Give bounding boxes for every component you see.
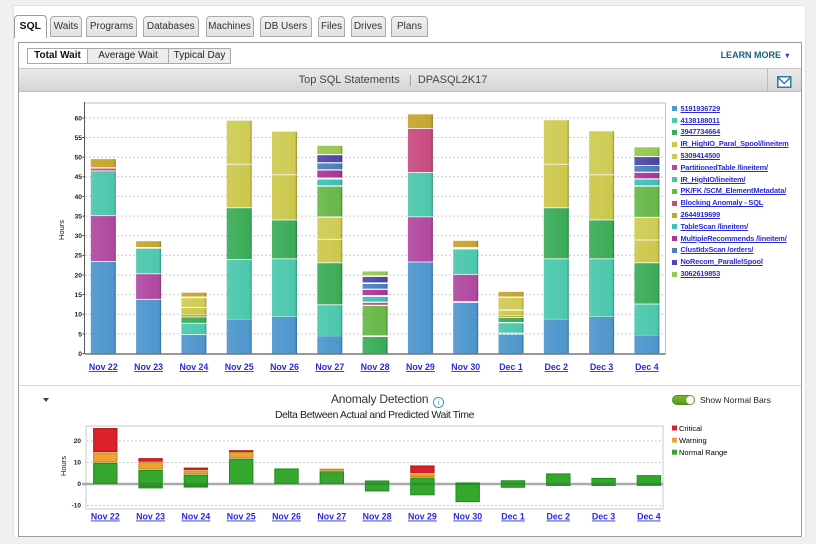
svg-text:-10: -10 (72, 503, 82, 510)
svg-text:Nov 28: Nov 28 (363, 512, 392, 522)
svg-text:60: 60 (74, 115, 82, 122)
svg-text:Nov 28: Nov 28 (361, 362, 390, 372)
svg-text:Normal Range: Normal Range (679, 448, 727, 457)
svg-text:0: 0 (77, 481, 81, 488)
svg-text:5: 5 (78, 331, 82, 338)
svg-text:25: 25 (74, 253, 82, 260)
svg-text:Nov 29: Nov 29 (408, 512, 437, 522)
svg-text:Nov 23: Nov 23 (134, 362, 163, 372)
svg-text:20: 20 (74, 438, 82, 445)
svg-text:Nov 27: Nov 27 (315, 362, 344, 372)
svg-text:Nov 23: Nov 23 (136, 512, 165, 522)
svg-text:Nov 24: Nov 24 (181, 512, 210, 522)
svg-text:Nov 27: Nov 27 (317, 512, 346, 522)
svg-text:15: 15 (74, 292, 82, 299)
svg-text:Dec 2: Dec 2 (545, 362, 569, 372)
svg-text:Hours: Hours (59, 456, 68, 476)
svg-text:Critical: Critical (679, 424, 702, 433)
svg-text:10: 10 (74, 460, 82, 467)
svg-text:55: 55 (74, 135, 82, 142)
svg-text:Dec 4: Dec 4 (637, 512, 661, 522)
svg-text:Nov 30: Nov 30 (451, 362, 480, 372)
svg-text:10: 10 (74, 312, 82, 319)
svg-text:Dec 2: Dec 2 (547, 512, 571, 522)
svg-text:Dec 3: Dec 3 (592, 512, 616, 522)
svg-text:0: 0 (78, 351, 82, 358)
svg-text:Nov 29: Nov 29 (406, 362, 435, 372)
svg-text:Nov 22: Nov 22 (91, 512, 120, 522)
svg-text:Nov 25: Nov 25 (225, 362, 254, 372)
svg-text:Nov 24: Nov 24 (179, 362, 208, 372)
svg-text:35: 35 (74, 214, 82, 221)
svg-text:50: 50 (74, 155, 82, 162)
svg-text:Dec 3: Dec 3 (590, 362, 614, 372)
svg-text:Nov 22: Nov 22 (89, 362, 118, 372)
svg-text:Dec 1: Dec 1 (501, 512, 525, 522)
svg-text:20: 20 (74, 272, 82, 279)
svg-text:Dec 4: Dec 4 (635, 362, 659, 372)
svg-text:Nov 26: Nov 26 (272, 512, 301, 522)
svg-text:45: 45 (74, 174, 82, 181)
svg-text:30: 30 (74, 233, 82, 240)
svg-text:Hours: Hours (57, 220, 66, 240)
svg-text:Dec 1: Dec 1 (499, 362, 523, 372)
svg-text:40: 40 (74, 194, 82, 201)
svg-text:Nov 26: Nov 26 (270, 362, 299, 372)
svg-text:Nov 25: Nov 25 (227, 512, 256, 522)
svg-text:Nov 30: Nov 30 (453, 512, 482, 522)
svg-text:Warning: Warning (679, 436, 707, 445)
